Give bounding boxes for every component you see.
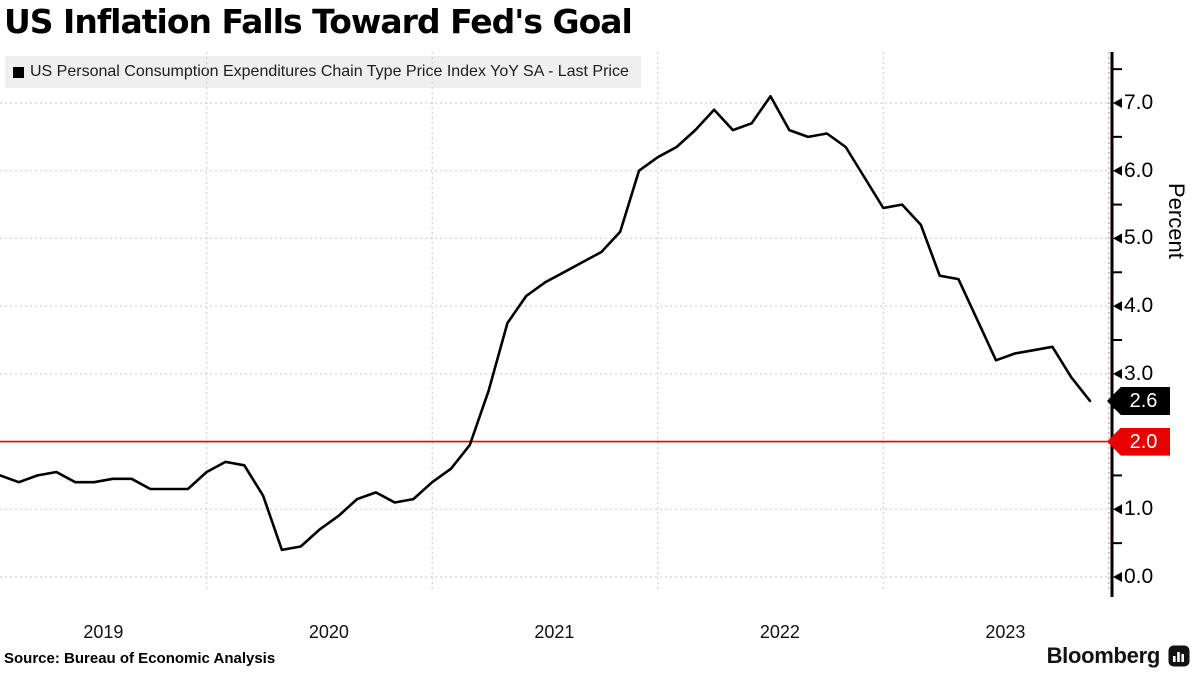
legend-label: US Personal Consumption Expenditures Cha… [30, 63, 629, 80]
y-tick-label: 6.0 [1124, 158, 1154, 182]
y-axis-title: Percent [1164, 183, 1189, 259]
pce-inflation-line [0, 94, 1092, 552]
x-year-label: 2020 [308, 622, 349, 642]
y-tick-label: 0.0 [1124, 565, 1154, 588]
legend-swatch-icon [13, 66, 24, 78]
chart-title: US Inflation Falls Toward Fed's Goal [4, 2, 633, 41]
y-tick-label: 1.0 [1124, 497, 1154, 521]
y-axis-major-tick-arrow [1113, 233, 1122, 244]
y-axis-major-tick-arrow [1113, 504, 1122, 515]
y-tick-label: 7.0 [1124, 91, 1154, 114]
y-axis-major-tick-arrow [1113, 165, 1122, 176]
bloomberg-wordmark: Bloomberg [1046, 643, 1161, 668]
y-tick-label: 4.0 [1124, 294, 1154, 318]
fed-goal-value: 2.0 [1129, 430, 1158, 453]
fed-goal-flag: 2.0 [1107, 427, 1170, 456]
bloomberg-bars-icon [1168, 645, 1190, 667]
y-tick-label: 3.0 [1124, 361, 1154, 385]
y-axis-major-tick-arrow [1113, 368, 1122, 379]
legend: US Personal Consumption Expenditures Cha… [5, 56, 641, 88]
y-axis-major-tick-arrow [1113, 98, 1122, 109]
x-year-label: 2023 [985, 622, 1026, 642]
x-year-label: 2019 [83, 622, 124, 642]
x-year-label: 2021 [534, 622, 575, 642]
x-year-label: 2022 [759, 622, 800, 642]
last-price-value: 2.6 [1129, 389, 1158, 412]
brand-logo: Bloomberg [1047, 643, 1190, 669]
last-price-flag: 2.6 [1107, 386, 1170, 415]
y-axis-major-tick-arrow [1113, 301, 1122, 312]
y-tick-label: 5.0 [1124, 226, 1154, 250]
source-attribution: Source: Bureau of Economic Analysis [4, 650, 276, 667]
y-axis-major-tick-arrow [1113, 572, 1122, 582]
